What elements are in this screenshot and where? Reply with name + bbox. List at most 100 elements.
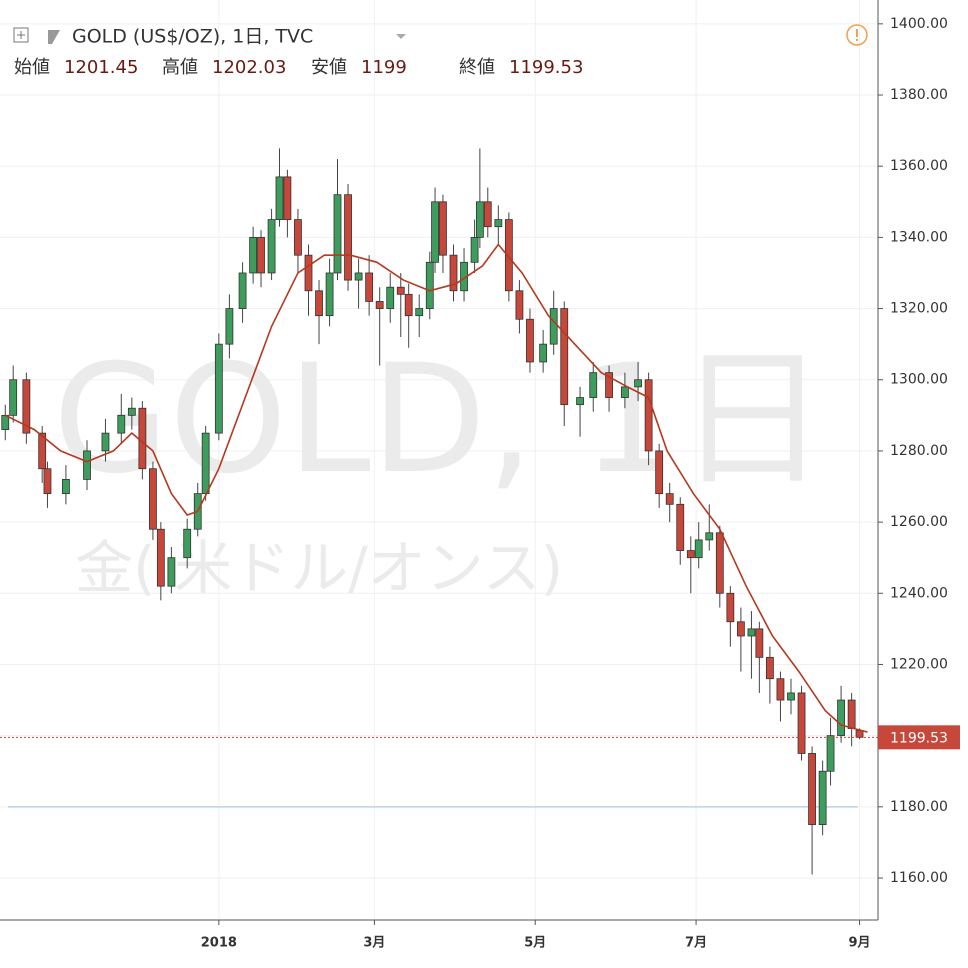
- candle-body: [765, 656, 774, 680]
- candle-body: [275, 176, 284, 220]
- axes: 1160.001180.001200.001220.001240.001260.…: [201, 16, 960, 951]
- candle-body: [483, 201, 492, 228]
- y-tick-label: 1240.00: [890, 585, 948, 601]
- grid: [0, 0, 878, 920]
- candle-body: [694, 539, 703, 559]
- y-tick-label: 1220.00: [890, 656, 948, 672]
- candle-body: [375, 301, 384, 309]
- y-tick-label: 1340.00: [890, 229, 948, 245]
- y-tick-label: 1360.00: [890, 158, 948, 174]
- candle-body: [747, 628, 756, 637]
- flag-icon: [48, 30, 60, 44]
- candle-body: [826, 735, 835, 772]
- candle-body: [127, 407, 136, 416]
- candle-body: [705, 532, 714, 541]
- dropdown-icon[interactable]: [396, 34, 406, 39]
- x-tick-label: 5月: [524, 936, 546, 951]
- candle-body: [344, 194, 352, 281]
- candle-body: [549, 308, 558, 345]
- candle-body: [167, 557, 176, 587]
- candle-body: [847, 699, 856, 729]
- ohlc-label: 高値: [162, 57, 198, 78]
- candle-body: [9, 379, 18, 416]
- candle-body: [560, 308, 569, 406]
- candle-body: [736, 621, 745, 637]
- candle-body: [797, 692, 806, 754]
- ohlc-value: 1202.03: [212, 57, 286, 78]
- candle-body: [62, 478, 70, 495]
- candle-body: [504, 219, 513, 292]
- candle-body: [676, 503, 685, 551]
- candle-body: [431, 201, 439, 263]
- y-tick-label: 1280.00: [890, 443, 948, 459]
- candle-body: [726, 592, 735, 623]
- candle-body: [620, 386, 629, 398]
- candle-body: [365, 272, 374, 302]
- moving-average: [4, 243, 868, 733]
- candle-body: [225, 308, 234, 345]
- candle-body: [439, 201, 447, 256]
- candle-body: [715, 532, 724, 594]
- candle-body: [238, 272, 247, 309]
- candle-body: [294, 219, 302, 256]
- candle-body: [494, 219, 503, 228]
- candle-body: [201, 432, 210, 495]
- candle-body: [855, 730, 864, 738]
- watermark-main: GOLD, 1日: [53, 333, 827, 507]
- candle-body: [315, 290, 323, 317]
- candle-body: [589, 372, 598, 398]
- candle-body: [808, 753, 816, 826]
- candle-body: [354, 272, 363, 281]
- expand-icon-plus: [17, 31, 25, 39]
- candle-body: [22, 379, 31, 434]
- candle-body: [404, 293, 413, 317]
- candle-body: [183, 528, 192, 559]
- y-tick-label: 1400.00: [890, 16, 948, 32]
- candle-body: [149, 468, 157, 530]
- alert-icon[interactable]: [846, 24, 868, 46]
- y-tick-label: 1320.00: [890, 301, 948, 317]
- candle-body: [283, 176, 292, 220]
- candle-body: [470, 236, 479, 263]
- last-price-tag: [878, 725, 960, 750]
- candle-body: [267, 219, 276, 274]
- candle-body: [526, 318, 534, 363]
- candle-body: [38, 432, 47, 470]
- candle-body: [304, 254, 313, 292]
- ohlc-value: 1201.45: [64, 57, 138, 78]
- expand-icon[interactable]: [13, 27, 29, 43]
- candle-body: [101, 432, 110, 452]
- x-tick-label: 3月: [363, 936, 385, 951]
- symbol-title: GOLD (US$/OZ), 1日, TVC: [72, 26, 313, 48]
- y-tick-label: 1300.00: [890, 372, 948, 388]
- last-price-label: 1199.53: [890, 730, 948, 746]
- candle-body: [576, 397, 584, 406]
- candle-body: [539, 343, 548, 363]
- candle-body: [214, 343, 223, 434]
- candle-body: [686, 550, 695, 559]
- watermark-sub: 金( 米ドル/オンス): [75, 534, 563, 602]
- y-tick-label: 1180.00: [890, 799, 948, 815]
- candle-body: [156, 528, 165, 587]
- candle-body: [415, 308, 424, 317]
- candle-body: [787, 692, 795, 701]
- candle-body: [475, 201, 484, 238]
- ohlc-label: 始値: [14, 57, 50, 78]
- y-tick-label: 1160.00: [890, 870, 948, 886]
- candle-body: [43, 468, 52, 495]
- plot: [0, 148, 878, 875]
- candle-body: [449, 254, 458, 292]
- candle-body: [249, 236, 258, 274]
- candle-body: [605, 372, 613, 398]
- candle-body: [83, 450, 91, 480]
- candle-body: [333, 194, 342, 274]
- candle-body: [515, 290, 524, 320]
- candle-body: [325, 272, 334, 317]
- y-tick-label: 1380.00: [890, 87, 948, 103]
- candle-body: [776, 678, 785, 701]
- candle-body: [257, 236, 265, 274]
- header: GOLD (US$/OZ), 1日, TVC 始値 1201.45 高値 120…: [13, 24, 868, 78]
- candle-body: [396, 286, 405, 295]
- y-tick-label: 1260.00: [890, 514, 948, 530]
